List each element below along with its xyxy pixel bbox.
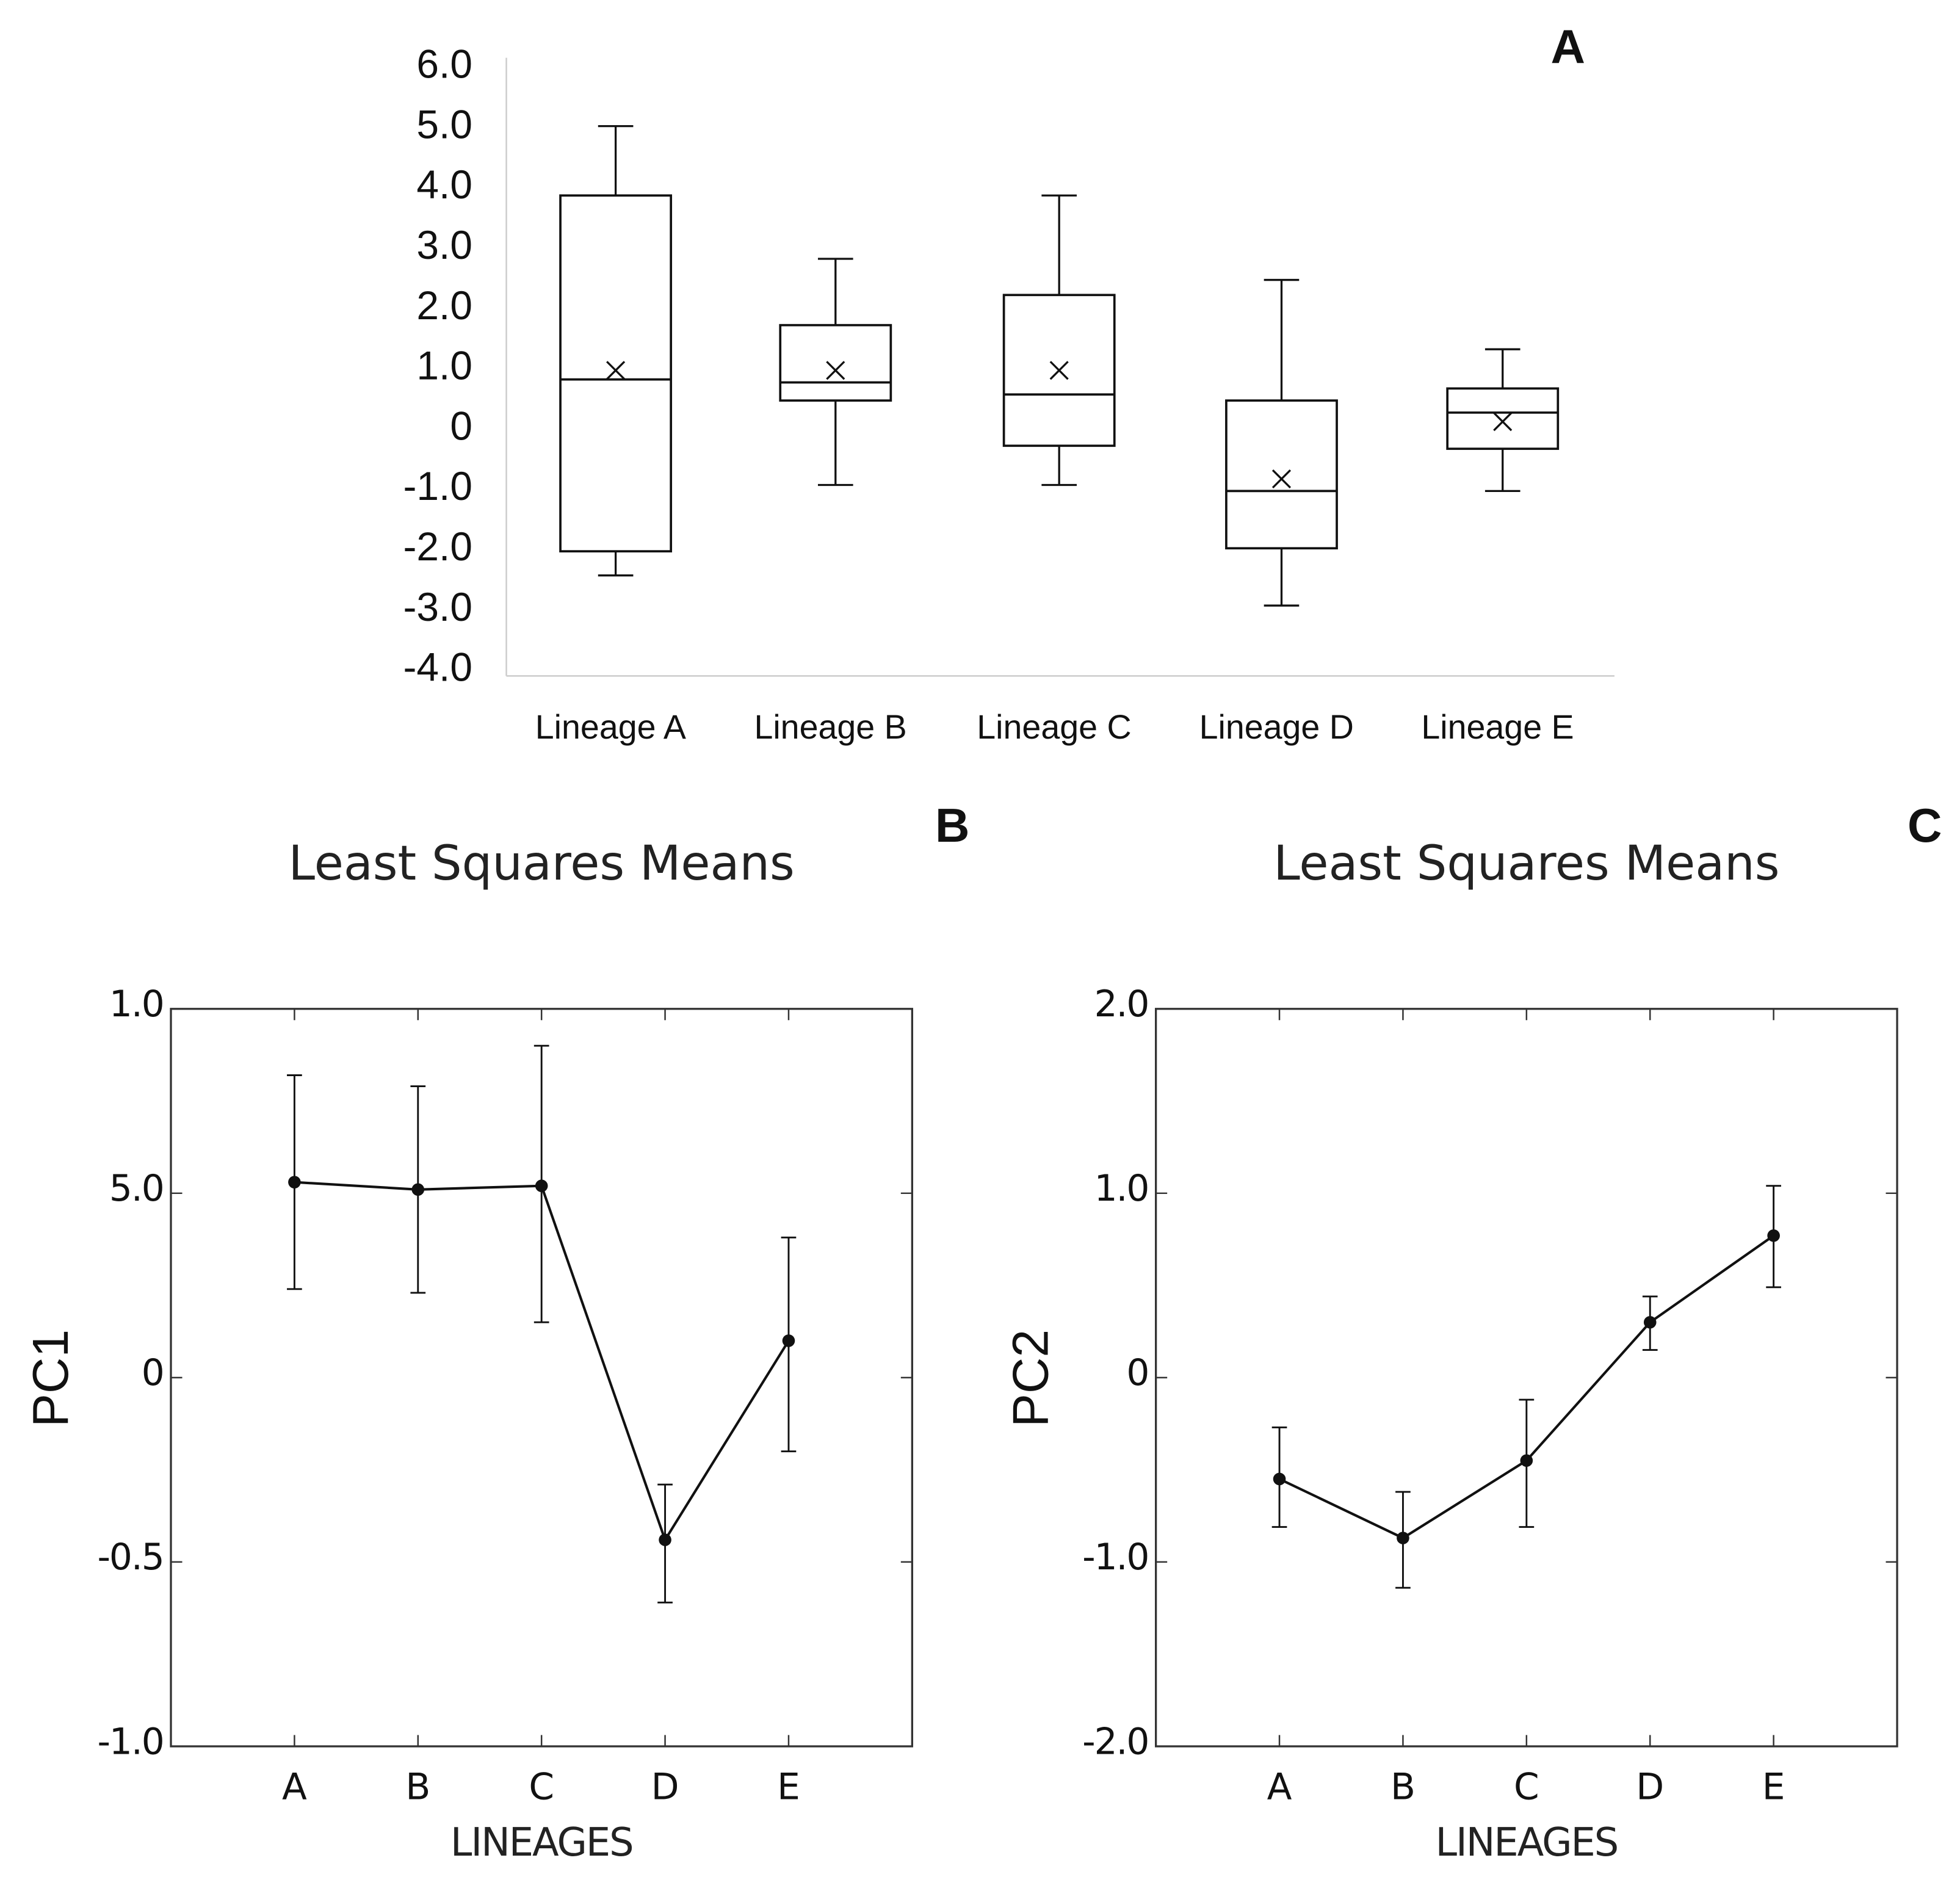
data-point (782, 1334, 795, 1347)
x-tick-label: B (405, 1766, 430, 1808)
data-point (411, 1183, 425, 1196)
box-iqr (779, 324, 892, 402)
y-tick-label: 1.0 (1094, 1168, 1149, 1210)
y-tick-label: 4.0 (416, 162, 472, 207)
y-axis-label: PC1 (23, 1329, 79, 1427)
data-point (1643, 1315, 1657, 1329)
y-tick-label: 0 (142, 1352, 164, 1394)
panel-c-pc2-plot: 2.0 1.0 0 -1.0 -2.0 A B C D E Least Squares Means L… (1003, 798, 1942, 1865)
y-tick-label: 3.0 (416, 222, 472, 267)
y-tick-label: 2.0 (416, 283, 472, 328)
box-iqr (1446, 387, 1560, 450)
box-iqr (1225, 399, 1338, 550)
x-tick-label: C (1514, 1766, 1539, 1808)
x-axis-label: LINEAGES (450, 1820, 633, 1865)
category-label: Lineage E (1421, 708, 1574, 746)
y-tick-label: 0 (1126, 1352, 1148, 1394)
x-tick-label: D (1636, 1766, 1664, 1808)
y-axis-label: PC2 (1003, 1329, 1059, 1427)
mean-marker (1493, 412, 1513, 432)
data-point (1520, 1454, 1533, 1467)
data-point (659, 1533, 671, 1546)
y-tick-label: -2.0 (403, 524, 472, 569)
panel-b-pc1-plot: 1.0 5.0 0 -0.5 -1.0 A B C D E Least Squares Means L… (23, 798, 969, 1865)
y-tick-label: -0.5 (97, 1536, 163, 1579)
category-label: Lineage C (977, 708, 1131, 746)
mean-marker (1271, 469, 1292, 489)
x-tick-label: E (777, 1766, 800, 1808)
y-tick-label: -1.0 (97, 1721, 163, 1763)
y-tick-label: -2.0 (1082, 1721, 1148, 1763)
y-tick-label: -1.0 (403, 463, 472, 508)
y-tick-label: 1.0 (416, 343, 472, 388)
panel-label: B (935, 798, 969, 852)
y-tick-label: -1.0 (1082, 1536, 1148, 1579)
category-label: Lineage B (754, 708, 906, 746)
panel-label-a: A (1551, 20, 1585, 73)
plot-frame (1155, 1008, 1898, 1748)
chart-title: Least Squares Means (1273, 836, 1779, 891)
x-tick-label: A (1267, 1766, 1292, 1808)
category-label: Lineage A (535, 708, 686, 746)
x-tick-label: C (529, 1766, 554, 1808)
mean-marker (1049, 361, 1069, 380)
y-tick-label: 5.0 (109, 1168, 164, 1210)
box-iqr (1002, 294, 1116, 447)
data-point (1273, 1472, 1286, 1486)
x-tick-label: A (282, 1766, 307, 1808)
y-tick-label: -4.0 (403, 645, 472, 690)
x-tick-label: B (1390, 1766, 1416, 1808)
category-label: Lineage D (1199, 708, 1354, 746)
y-tick-label: 0 (450, 403, 472, 448)
box-iqr (559, 194, 673, 553)
chart-title: Least Squares Means (289, 836, 795, 891)
panel-label: C (1908, 798, 1942, 852)
x-axis-label: LINEAGES (1435, 1820, 1618, 1865)
x-tick-label: D (651, 1766, 679, 1808)
panel-a-boxplot: 6.0 5.0 4.0 3.0 2.0 1.0 0 -1.0 -2.0 -3.0 -4.0 Linea… (403, 20, 1615, 746)
data-point (288, 1176, 301, 1188)
data-point (535, 1179, 548, 1193)
mean-marker (606, 361, 626, 380)
mean-marker (826, 361, 845, 380)
data-point (1767, 1229, 1780, 1242)
y-tick-label: 1.0 (109, 983, 164, 1025)
y-tick-label: 5.0 (416, 101, 472, 146)
y-tick-label: -3.0 (403, 584, 472, 629)
x-tick-label: E (1762, 1766, 1785, 1808)
y-tick-label: 2.0 (1094, 983, 1149, 1025)
data-point (1397, 1532, 1409, 1544)
y-tick-label: 6.0 (416, 42, 472, 87)
